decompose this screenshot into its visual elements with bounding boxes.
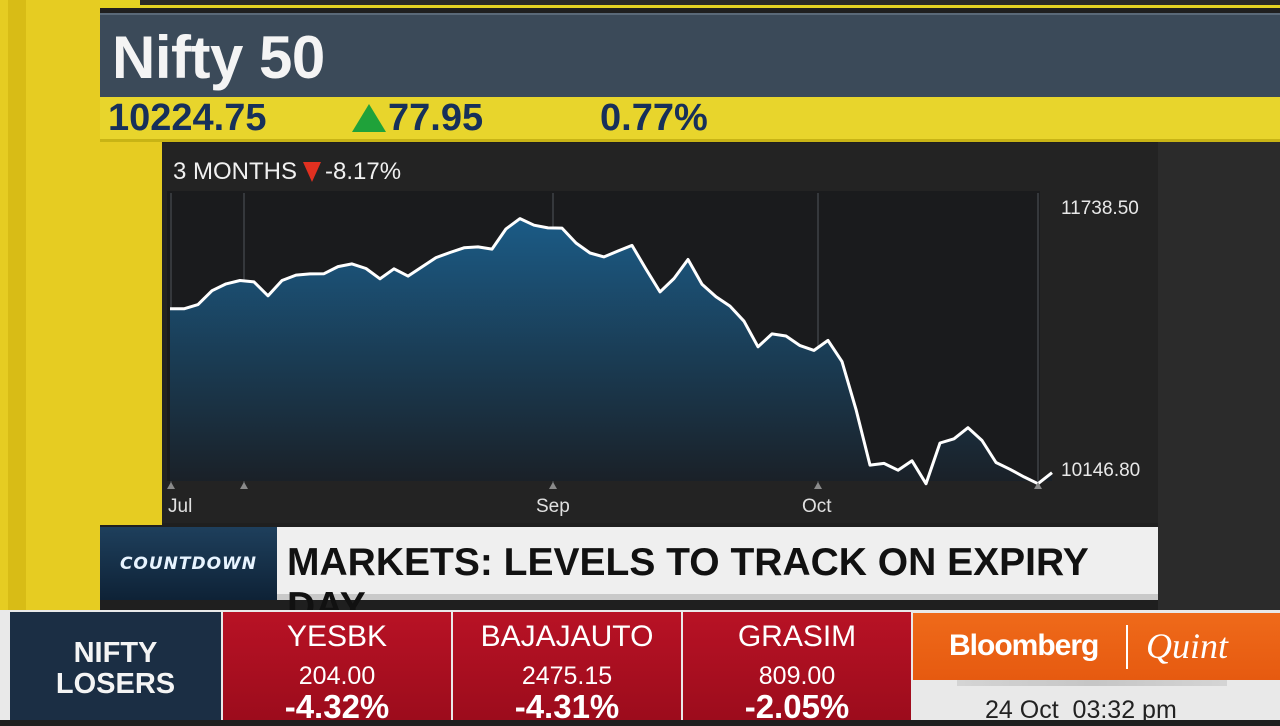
tick-marker (814, 482, 822, 489)
headline-bar: MARKETS: LEVELS TO TRACK ON EXPIRY DAY (277, 527, 1158, 628)
stock-price: 2475.15 (521, 662, 613, 690)
range-header: 3 MONTHS -8.17% (173, 158, 401, 186)
stock-card: BAJAJAUTO 2475.15 -4.31% (453, 612, 681, 725)
stock-card: GRASIM 809.00 -2.05% (683, 612, 911, 725)
down-arrow-icon (303, 162, 322, 182)
datetime-text: 24 Oct 03:32 pm (985, 696, 1177, 720)
stock-change: -2.05% (744, 688, 850, 725)
top-strip-dark (140, 0, 1280, 5)
stock-price: 204.00 (298, 662, 376, 690)
stock-card: YESBK 204.00 -4.32% (223, 612, 451, 725)
y-min-label: 10146.80 (1061, 460, 1140, 481)
brand-left: Bloomberg (949, 629, 1099, 662)
tick-marker (167, 482, 175, 489)
ticker-label-line1: NIFTY (73, 637, 158, 669)
chart-svg: 11738.50 10146.80 Jul Sep Oct (167, 191, 1140, 517)
price-line (169, 217, 1053, 486)
chart-left-yellow-band (100, 140, 162, 525)
stock-change: -4.31% (514, 688, 620, 725)
ticker-label-line2: LOSERS (55, 668, 176, 700)
index-title: Nifty 50 (112, 24, 325, 91)
x-tick-sep: Sep (536, 496, 570, 517)
stock-name: YESBK (286, 620, 388, 653)
index-price: 10224.75 (108, 97, 267, 139)
tick-marker (549, 482, 557, 489)
program-name: COUNTDOWN (119, 553, 258, 574)
area-fill (170, 218, 1052, 484)
index-change-pct: 0.77% (600, 97, 708, 139)
stock-price: 809.00 (758, 662, 836, 690)
datetime-box: 24 Oct 03:32 pm (913, 680, 1280, 720)
left-stripe (8, 0, 26, 610)
quote-bar: 10224.75 77.95 0.77% (100, 97, 1280, 142)
stock-name: BAJAJAUTO (480, 620, 654, 653)
range-label: 3 MONTHS (173, 158, 298, 185)
stock-change: -4.32% (284, 688, 390, 725)
brand-divider (1126, 625, 1128, 669)
right-background (1158, 140, 1280, 610)
brand-right: Quint (1146, 626, 1229, 666)
x-tick-jul: Jul (168, 496, 192, 517)
index-change: 77.95 (388, 97, 484, 139)
tick-marker (240, 482, 248, 489)
range-change: -8.17% (325, 158, 402, 185)
index-title-bar: Nifty 50 (100, 13, 1280, 99)
scrolling-ghost-text (957, 680, 1227, 686)
brand-logo: Bloomberg Quint (913, 613, 1280, 680)
tick-marker (1034, 482, 1042, 489)
program-logo: COUNTDOWN (100, 527, 277, 600)
up-arrow-icon (352, 104, 386, 132)
stock-name: GRASIM (737, 620, 857, 653)
price-chart: 3 MONTHS -8.17% 11738.50 10146.80 Jul Se… (162, 143, 1158, 523)
y-max-label: 11738.50 (1061, 198, 1139, 219)
ticker-label: NIFTY LOSERS (10, 612, 221, 720)
x-tick-oct: Oct (802, 496, 832, 517)
